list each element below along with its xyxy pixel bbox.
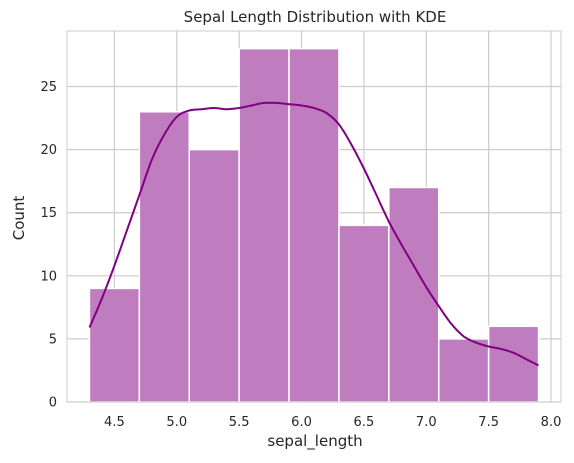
histogram-bar [238,47,290,403]
histogram-bar [487,325,540,403]
histogram-bar [138,111,191,403]
x-tick-label: 4.5 [104,415,125,430]
x-tick-label: 8.0 [541,415,562,430]
x-tick-label: 6.5 [354,415,375,430]
x-tick-label: 5.0 [166,415,187,430]
y-tick-label: 25 [40,80,57,95]
histogram-bar [338,224,390,403]
y-tick-label: 20 [40,143,57,158]
x-tick-label: 5.5 [229,415,250,430]
x-tick-label: 6.0 [291,415,312,430]
x-tick-label: 7.5 [478,415,499,430]
y-tick-label: 10 [40,269,57,284]
y-tick-label: 15 [40,206,57,221]
histogram-bar [88,287,141,403]
histogram-bar [437,338,490,403]
y-axis-label: Count [10,196,28,241]
y-tick-labels: 0 5 10 15 20 25 [40,80,57,410]
y-tick-label: 0 [49,396,57,411]
x-tick-label: 7.0 [416,415,437,430]
plot-frame [66,30,562,403]
x-tick-labels: 4.5 5.0 5.5 6.0 6.5 7.0 7.5 8.0 [104,415,561,430]
kde-curve [88,101,539,367]
histogram-bar [288,47,340,403]
histogram-bars [88,47,540,403]
histogram-bar [188,148,240,403]
y-tick-label: 5 [49,332,57,347]
chart-title: Sepal Length Distribution with KDE [184,8,447,26]
x-axis-label: sepal_length [267,432,362,451]
